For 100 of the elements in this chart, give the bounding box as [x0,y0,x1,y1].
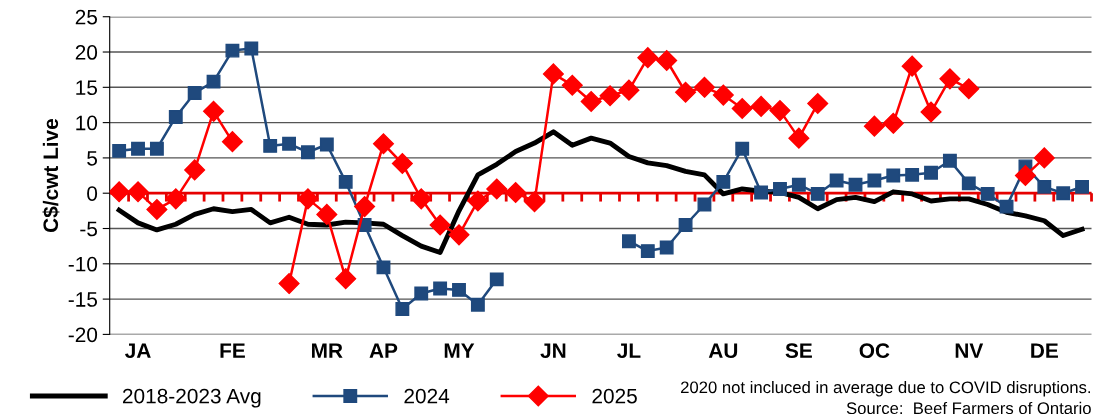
point [149,141,164,156]
point [316,203,338,225]
point [376,260,391,275]
point [1037,179,1052,194]
y-tick-label: 10 [76,115,98,131]
point [395,302,410,316]
point [920,101,942,123]
point [1075,179,1090,194]
point [452,282,466,297]
point [470,297,485,312]
point [788,127,810,149]
y-axis-title: C$/cwt Live [42,118,60,233]
point [731,97,753,120]
point [712,84,734,106]
point [489,272,504,287]
point [901,55,923,77]
point [542,63,564,85]
point [678,218,693,232]
point [580,90,602,112]
point [486,178,508,200]
legend-label: 2018-2023 Avg [122,388,261,408]
y-tick-label: 0 [87,186,98,201]
point [184,159,206,181]
point [319,137,334,152]
point [112,143,127,158]
point [282,136,297,151]
point [980,186,995,201]
point [905,167,920,182]
point [561,74,583,96]
point [656,49,678,72]
point [244,41,259,56]
point [618,79,640,101]
x-tick-label: JA [125,343,151,359]
point [848,177,863,192]
y-tick-label: -15 [68,292,98,307]
y-tick-label: 25 [75,9,98,25]
point [754,185,769,200]
y-tick-label: -5 [80,221,98,237]
point [637,47,659,69]
point [206,74,221,89]
point [773,182,787,196]
point [999,199,1014,214]
point [203,100,225,122]
point [1033,147,1055,169]
x-tick-label: AP [369,343,398,358]
point [599,85,621,107]
point [429,214,451,236]
point [410,188,432,210]
point [886,168,901,183]
source-note: Source: Beef Farmers of Ontario [846,401,1091,415]
x-tick-label: MY [444,343,475,358]
x-tick-label: MR [312,343,343,358]
point [297,188,319,210]
y-tick-label: 5 [87,151,98,166]
point [372,133,394,155]
point [338,174,353,189]
point [168,110,183,124]
point [263,138,278,153]
point [735,141,750,156]
point [769,100,791,122]
point [146,198,168,220]
point [505,181,527,204]
point [807,93,829,115]
y-tick-label: 15 [76,80,98,96]
point [467,190,489,212]
legend-label: 2024 [404,388,450,404]
point [1014,165,1036,187]
x-tick-label: FE [220,343,245,358]
point [863,115,885,137]
point [354,196,376,218]
point [750,95,772,117]
point [221,131,243,153]
line-series [116,129,1085,255]
point [882,112,904,134]
point [621,234,636,249]
point [109,181,130,203]
point [716,174,731,189]
point [924,165,938,180]
point [942,153,957,168]
y-tick-label: -10 [68,256,98,272]
legend-label: 2025 [592,388,637,404]
x-tick-label: SE [785,343,812,359]
x-tick-label: DE [1031,343,1058,358]
point [448,224,470,246]
point [829,173,844,188]
point [301,145,315,160]
point [335,268,357,290]
point [391,153,413,175]
point [810,186,825,201]
point [131,141,145,156]
text: 2020 not incluced in average due to COVID disruptions. [681,380,1091,397]
x-tick-label: NV [955,343,984,358]
x-tick-label: OC [859,343,890,359]
x-tick-label: AU [708,343,738,359]
point [693,76,715,98]
y-tick-label: 20 [75,45,98,60]
point [414,286,429,301]
point [165,188,187,210]
point [187,86,202,100]
point [640,244,655,259]
